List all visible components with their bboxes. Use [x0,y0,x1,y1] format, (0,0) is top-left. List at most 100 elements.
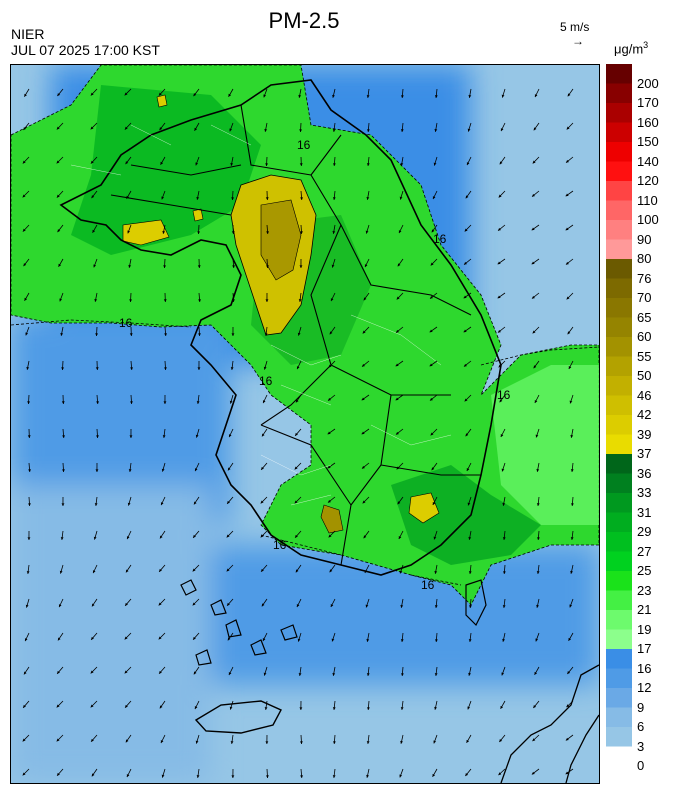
wind-vector-head [227,467,231,471]
wind-vector-head [534,94,538,98]
wind-vector-head [536,468,540,472]
legend-label: 140 [637,153,659,169]
wind-vector-head [463,295,467,299]
wind-vector-head [299,741,303,744]
legend-swatch [606,259,632,279]
legend-swatch [606,317,632,338]
field-yellow-small1 [156,94,168,108]
wind-vector-head [195,434,199,438]
wind-vector-head [159,568,162,572]
wind-vector-head [127,230,131,234]
wind-vector-head [570,537,574,540]
contour-label: 16 [421,578,435,592]
legend-label: 6 [637,719,645,734]
wind-vector-head [295,569,299,573]
legend-swatch [606,434,632,455]
wind-vector-head [194,127,198,131]
wind-vector-head [226,534,230,538]
wind-vector-head [429,397,433,401]
wind-vector-head [294,500,298,504]
wind-vector-head [230,367,234,370]
legend-label: 80 [637,251,652,266]
legend-swatch [606,668,632,689]
coastline-peninsula [59,79,502,576]
wind-vector-head [367,707,370,710]
wind-vector-head [160,740,164,744]
wind-vector-head [362,500,366,504]
wind-vector-head [296,366,300,370]
wind-vector-head [262,638,266,642]
wind-vector-head [300,231,303,234]
wind-vector-head [497,295,501,299]
wind-vector-head [566,296,570,300]
wind-vector-head [126,774,130,778]
wind-vector-head [24,638,28,642]
legend-swatch [606,395,632,416]
wind-vector-head [400,707,404,710]
wind-vector-head [128,469,132,472]
legend-swatch [606,512,632,533]
wind-vector-head [497,329,501,333]
wind-vector-head [90,160,94,164]
wind-vector-head [193,671,197,675]
wind-vector-head [61,503,65,506]
wind-vector-head [90,126,94,130]
wind-vector-head [362,330,366,334]
wind-vector-head [433,162,437,166]
wind-vector-head [264,707,268,710]
wind-vector-head [56,704,60,708]
wind-vector-head [468,672,472,676]
wind-vector-head [468,95,472,98]
legend-label: 55 [637,348,652,364]
wind-vector-head [502,502,506,506]
wind-vector-head [161,468,165,472]
wind-vector-head [366,638,370,642]
wind-vector-head [467,128,471,132]
timestamp-label: JUL 07 2025 17:00 KST [11,42,160,58]
legend-label: 9 [637,699,645,715]
wind-vector-head [398,535,402,539]
wind-vector-head [194,706,198,710]
wind-vector-head [125,704,128,708]
wind-vector-head [531,261,535,265]
wind-vector-head [432,773,436,777]
wind-vector-head [331,264,335,268]
wind-vector-head [260,500,264,504]
wind-vector-head [59,570,63,574]
wind-vector-head [23,704,26,708]
legend-label: 160 [637,114,659,130]
wind-vector-head [468,536,472,540]
wind-vector-head [228,93,232,97]
wind-vector-head [228,672,232,676]
wind-vector-head [399,774,403,778]
wind-vector-head [536,503,540,506]
wind-vector-head [90,92,94,96]
wind-vector-head [193,534,196,538]
legend-label: 16 [637,660,652,676]
wind-vector-head [95,333,99,336]
wind-vector-head [397,501,401,505]
wind-vector-head [468,639,472,642]
wind-vector-head [366,163,370,166]
wind-vector-head [162,435,166,438]
wind-vector-head [298,673,302,676]
field-yellow-capital-core [260,199,302,281]
wind-vector-head [332,707,336,710]
field-yellow-small2 [192,208,204,222]
legend-swatch [606,454,632,474]
legend-label: 3 [637,738,645,754]
map-title: PM-2.5 [268,8,340,33]
wind-vector-head [192,602,196,606]
wind-vector-head [363,535,367,539]
legend-swatch [606,415,632,435]
wind-vector-head [434,570,438,574]
wind-vector-head [433,740,437,744]
wind-vector-head [130,367,133,370]
wind-vector-head [430,295,433,299]
wind-vector-head [430,262,434,266]
wind-vector-head [163,299,167,302]
wind-vector-head [566,126,570,130]
wind-vector-head [59,298,63,302]
legend-label: 0 [637,758,645,773]
wind-vector-head [400,604,404,608]
